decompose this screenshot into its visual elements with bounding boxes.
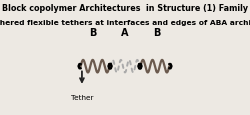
Text: B: B: [89, 28, 96, 37]
Text: Monotethered flexible tethers at interfaces and edges of ABA architectures: Monotethered flexible tethers at interfa…: [0, 20, 250, 26]
Text: A: A: [121, 28, 129, 37]
Text: B: B: [154, 28, 161, 37]
Text: Tether: Tether: [71, 94, 93, 100]
Text: Block copolymer Architectures  in Structure (1) Family: Block copolymer Architectures in Structu…: [2, 4, 248, 13]
